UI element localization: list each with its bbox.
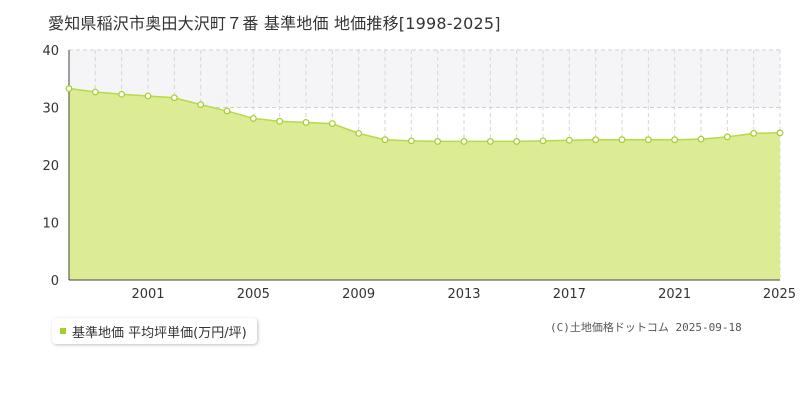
data-point xyxy=(460,138,468,145)
y-tick-labels: 0 10 20 30 40 xyxy=(42,44,59,289)
data-point xyxy=(592,136,600,144)
data-point xyxy=(776,129,784,137)
data-point xyxy=(513,138,521,145)
x-tick-labels: 2001 2005 2009 2013 2017 2021 2025 xyxy=(131,287,796,302)
series-line xyxy=(68,87,781,143)
copyright-text: (C)土地価格ドットコム 2025-09-18 xyxy=(550,321,742,334)
data-point xyxy=(644,136,652,144)
y-tick-label: 0 xyxy=(51,274,59,289)
data-point xyxy=(565,136,573,144)
x-tick-label: 2017 xyxy=(553,287,586,302)
y-tick-label: 30 xyxy=(42,102,59,117)
data-point xyxy=(697,135,705,143)
x-tick-label: 2021 xyxy=(658,287,691,302)
data-point xyxy=(144,92,152,100)
data-point xyxy=(118,90,126,98)
data-point xyxy=(91,88,99,96)
data-point xyxy=(407,137,415,145)
data-point xyxy=(65,85,73,92)
legend-label: 基準地価 平均坪単価(万円/坪) xyxy=(72,325,247,341)
series-area xyxy=(69,88,780,281)
data-point xyxy=(723,133,731,141)
data-point xyxy=(618,136,626,144)
data-point xyxy=(328,120,336,127)
legend-swatch xyxy=(60,328,66,334)
data-point xyxy=(486,138,494,145)
legend[interactable]: 基準地価 平均坪単価(万円/坪) xyxy=(52,318,257,344)
x-tick-label: 2013 xyxy=(447,287,480,302)
data-point xyxy=(381,136,389,144)
y-tick-label: 40 xyxy=(42,44,59,59)
y-tick-label: 10 xyxy=(42,217,59,232)
data-point xyxy=(197,101,205,109)
data-point xyxy=(750,129,758,137)
data-point xyxy=(671,136,679,144)
x-tick-label: 2005 xyxy=(237,287,270,302)
data-point xyxy=(276,117,284,125)
data-point xyxy=(170,94,178,102)
data-point xyxy=(539,137,547,145)
data-point xyxy=(302,119,310,126)
x-tick-label: 2025 xyxy=(763,287,796,302)
data-point xyxy=(434,138,442,145)
x-tick-label: 2001 xyxy=(131,287,164,302)
y-tick-label: 20 xyxy=(42,159,59,174)
data-point xyxy=(355,129,363,137)
series-points xyxy=(65,85,784,145)
data-point xyxy=(249,115,257,122)
data-point xyxy=(223,107,231,115)
plot-band xyxy=(69,50,780,108)
chart-title: 愛知県稲沢市奥田大沢町７番 基準地価 地価推移[1998-2025] xyxy=(48,14,501,33)
x-tick-label: 2009 xyxy=(342,287,375,302)
